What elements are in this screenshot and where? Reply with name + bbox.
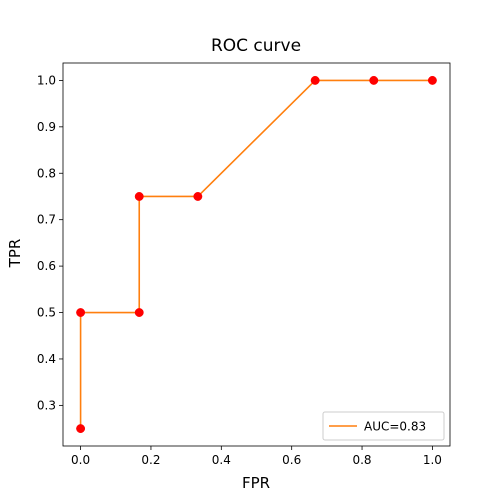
- roc-point: [427, 75, 437, 85]
- series-layer: [76, 75, 437, 434]
- legend-box: [322, 411, 445, 441]
- roc-curve-line: [79, 79, 433, 429]
- roc-point: [134, 192, 144, 201]
- legend-label: AUC=0.83: [364, 420, 426, 434]
- y-tick-label: 0.4: [37, 352, 56, 366]
- plot-border: [62, 62, 451, 447]
- y-tick-label: 1.0: [37, 73, 56, 87]
- roc-point: [310, 75, 320, 85]
- y-tick-label: 0.9: [37, 120, 56, 134]
- y-tick-label: 0.8: [37, 166, 56, 180]
- x-tick-label: 0.6: [282, 453, 301, 467]
- x-tick-label: 1.0: [423, 453, 442, 467]
- x-tick-label: 0.8: [352, 453, 371, 467]
- y-tick-label: 0.7: [37, 213, 56, 227]
- y-tick-label: 0.6: [37, 259, 56, 273]
- y-tick-label: 0.5: [37, 306, 56, 320]
- roc-point: [369, 75, 379, 85]
- roc-point: [134, 308, 144, 317]
- roc-point: [193, 192, 203, 201]
- axes-layer: 0.0 0.2 0.4 0.6 0.8 1.0 0.3 0.4 0.5 0.6 0.7 0.8 0.9 1…: [37, 73, 442, 467]
- x-axis-label: FPR: [242, 474, 270, 492]
- y-axis-label: TPR: [6, 239, 24, 269]
- legend: AUC=0.83: [322, 411, 445, 441]
- roc-point: [76, 308, 86, 317]
- roc-point: [76, 424, 86, 434]
- y-tick-label: 0.3: [37, 398, 56, 412]
- x-tick-label: 0.4: [212, 453, 231, 467]
- plot-frame: [62, 62, 451, 447]
- x-tick-label: 0.0: [71, 453, 90, 467]
- chart-title: ROC curve: [211, 36, 301, 56]
- x-tick-label: 0.2: [141, 453, 160, 467]
